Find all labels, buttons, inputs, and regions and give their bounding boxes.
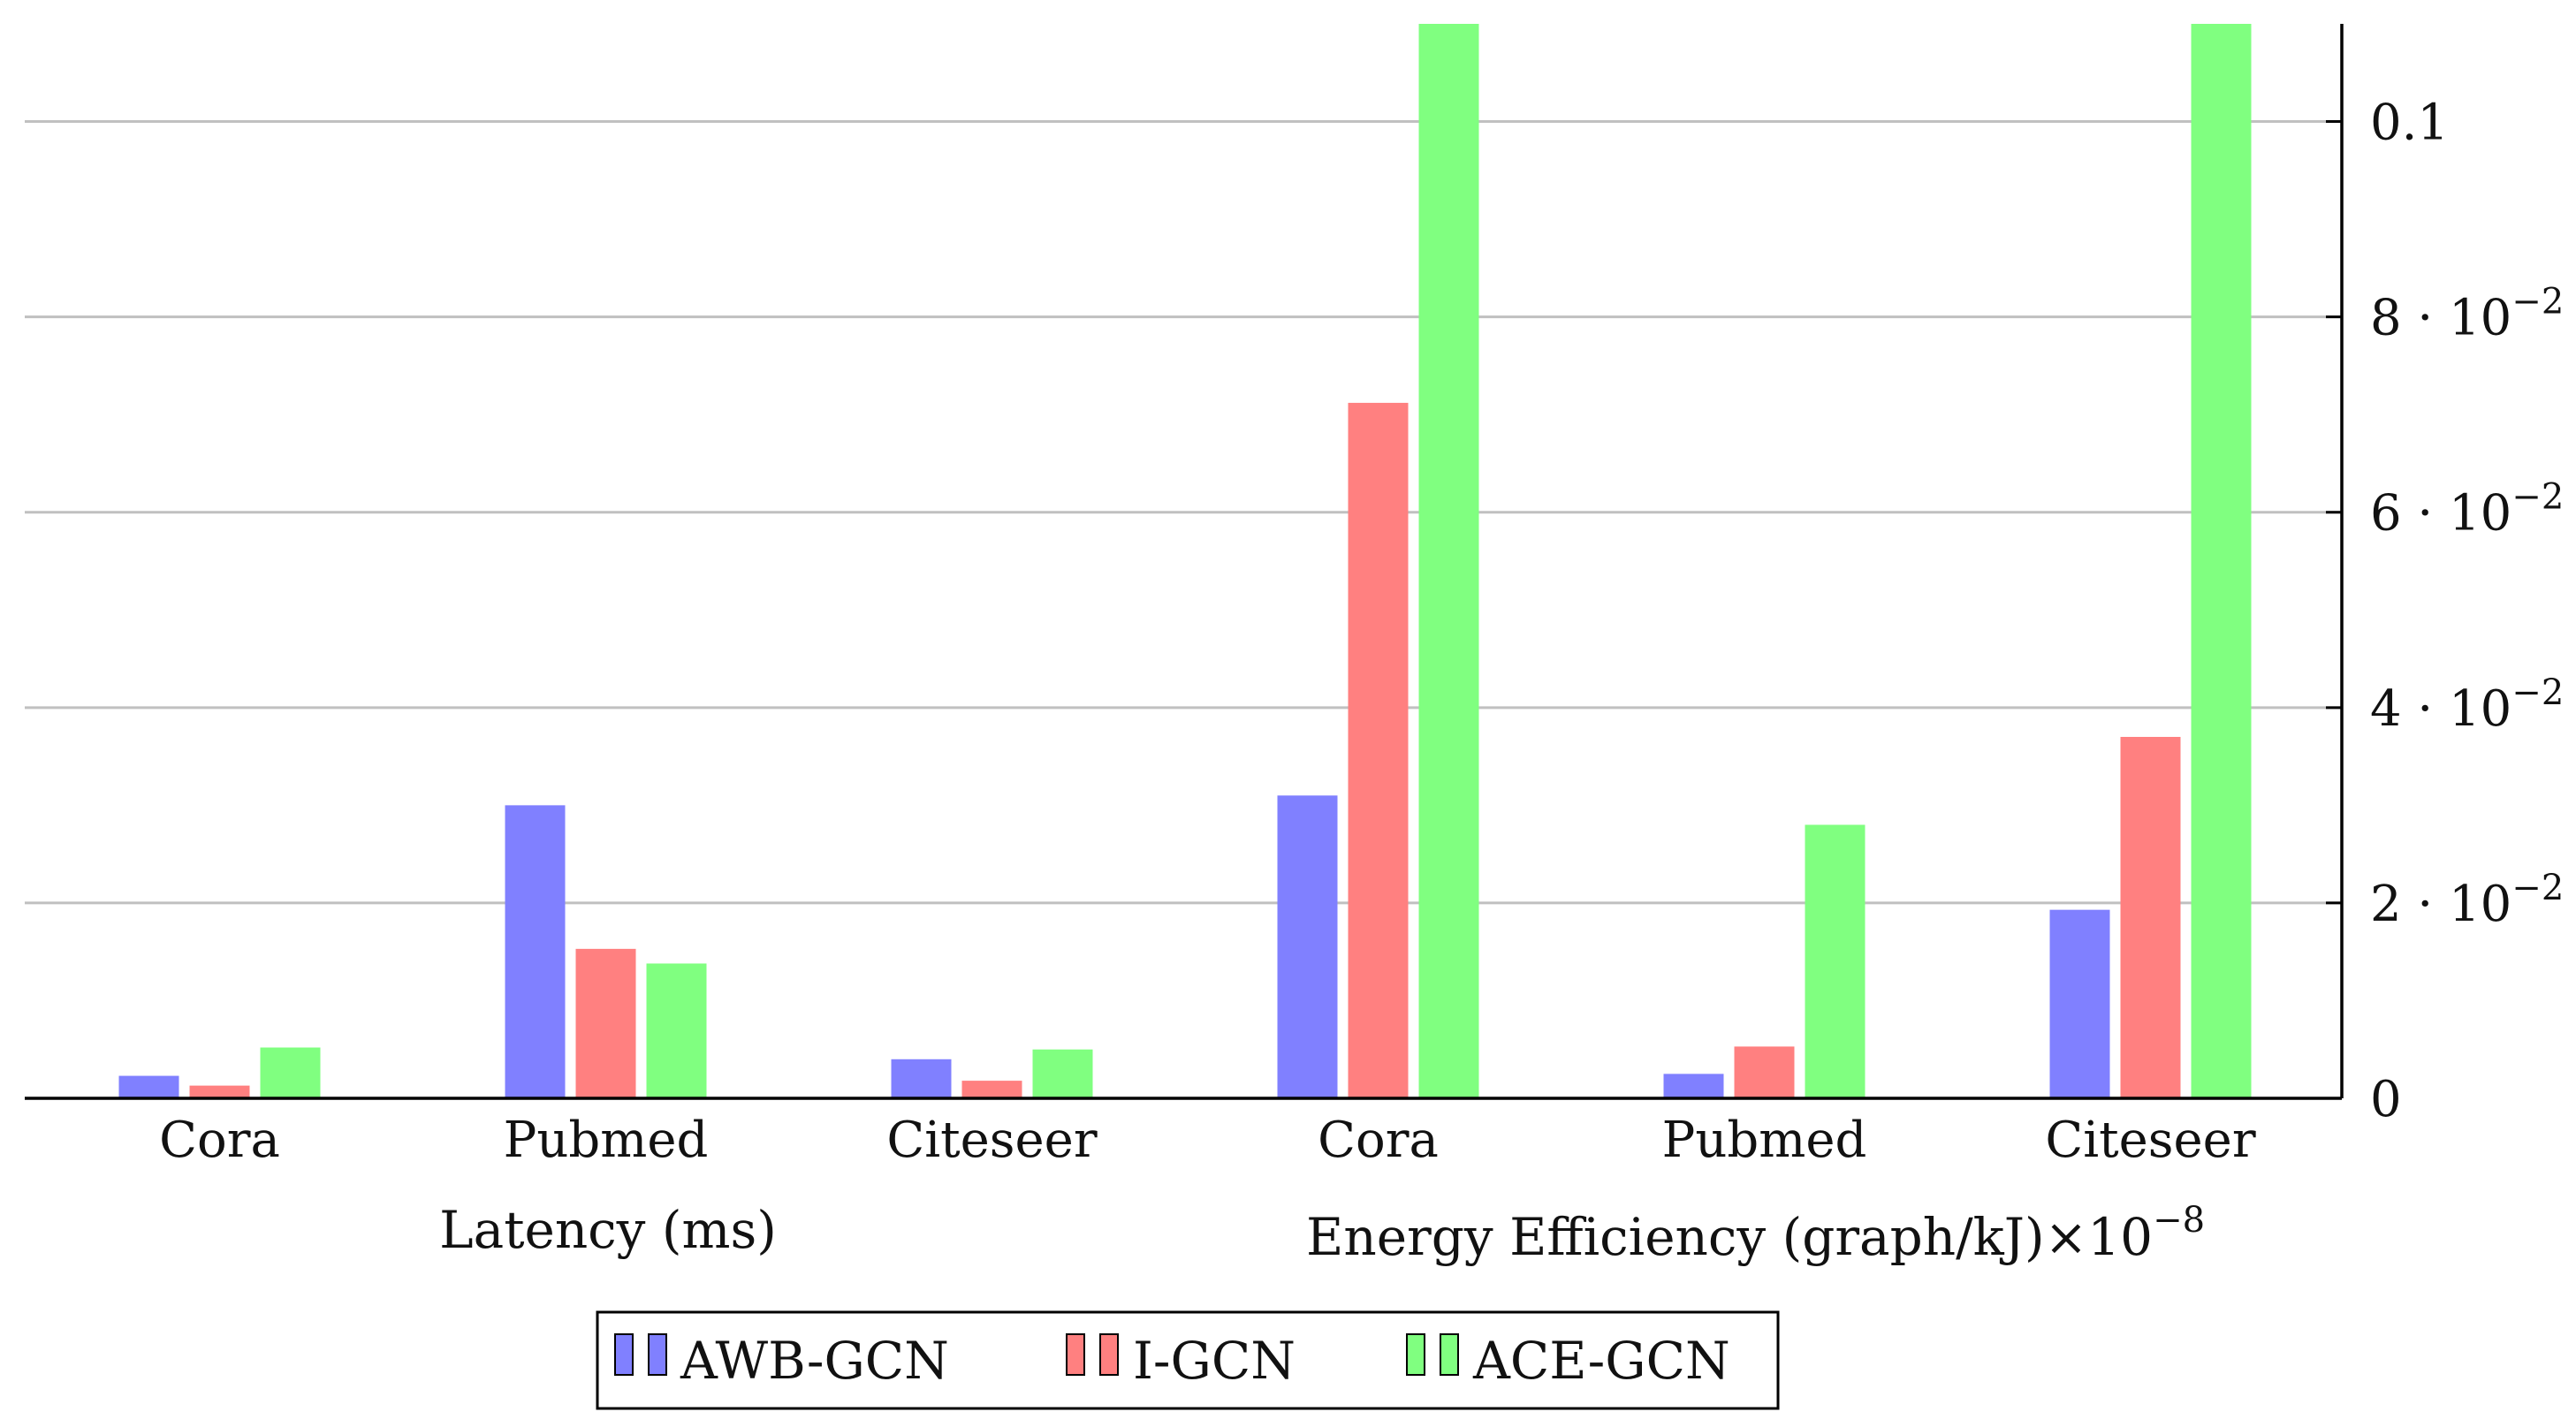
y-tick-label-base: 0 bbox=[2370, 1071, 2402, 1128]
x-tick-label: Cora bbox=[159, 1112, 280, 1169]
bar-awb-gcn-cora bbox=[118, 1075, 179, 1098]
legend-box bbox=[596, 1310, 1780, 1410]
bar-i-gcn-citeseer bbox=[961, 1081, 1022, 1098]
energy-efficiency-axis-label: Energy Efficiency (graph/kJ)×10−8 bbox=[1306, 1200, 2205, 1267]
bar-i-gcn-cora bbox=[1348, 402, 1409, 1098]
legend-swatch-awb-gcn bbox=[614, 1333, 634, 1376]
bar-ace-gcn-cora bbox=[260, 1047, 321, 1098]
x-tick-label: Citeseer bbox=[2045, 1112, 2255, 1169]
bar-awb-gcn-cora bbox=[1277, 795, 1338, 1098]
bar-awb-gcn-pubmed bbox=[1663, 1074, 1724, 1098]
x-tick-label: Pubmed bbox=[1662, 1112, 1867, 1169]
axes bbox=[25, 24, 2344, 1100]
energy-efficiency-axis-label-text: Energy Efficiency (graph/kJ)×10 bbox=[1306, 1207, 2153, 1267]
y-tick-label-base: 0.1 bbox=[2370, 95, 2449, 152]
x-tick-labels: Cora Pubmed Citeseer Cora Pubmed Citeseer bbox=[159, 1112, 2256, 1169]
energy-efficiency-axis-label-exponent: −8 bbox=[2153, 1200, 2205, 1241]
y-tick-label: 0 bbox=[2370, 1071, 2402, 1128]
y-tick-label-base: 4 · 10 bbox=[2370, 680, 2511, 738]
bar-ace-gcn-pubmed bbox=[646, 963, 707, 1098]
legend-item-ace-gcn: ACE-GCN bbox=[1406, 1331, 1730, 1391]
legend-item-awb-gcn: AWB-GCN bbox=[614, 1331, 949, 1391]
x-tick-label: Pubmed bbox=[504, 1112, 709, 1169]
y-tick-label: 6 · 10−2 bbox=[2370, 477, 2564, 543]
bars bbox=[118, 24, 2252, 1098]
bar-ace-gcn-citeseer bbox=[2191, 24, 2252, 1098]
y-tick-labels: 02 · 10−24 · 10−26 · 10−28 · 10−20.1 bbox=[2370, 95, 2564, 1128]
x-tick-label: Citeseer bbox=[886, 1112, 1097, 1169]
y-tick-label-exponent: −2 bbox=[2511, 868, 2564, 908]
legend: AWB-GCN I-GCN ACE-GCN bbox=[596, 1310, 1780, 1410]
bar-i-gcn-cora bbox=[189, 1085, 250, 1098]
bar-awb-gcn-pubmed bbox=[505, 805, 566, 1098]
bar-i-gcn-pubmed bbox=[1734, 1046, 1795, 1098]
legend-label-i-gcn: I-GCN bbox=[1133, 1331, 1296, 1391]
latency-axis-label: Latency (ms) bbox=[439, 1200, 777, 1260]
bar-ace-gcn-citeseer bbox=[1032, 1049, 1093, 1098]
y-tick-label-base: 8 · 10 bbox=[2370, 290, 2511, 347]
legend-swatch-i-gcn bbox=[1066, 1333, 1085, 1376]
bar-i-gcn-citeseer bbox=[2120, 736, 2181, 1098]
bar-awb-gcn-citeseer bbox=[891, 1059, 952, 1098]
bar-ace-gcn-pubmed bbox=[1805, 824, 1866, 1098]
legend-swatch-awb-gcn-2 bbox=[648, 1333, 667, 1376]
legend-swatch-ace-gcn bbox=[1406, 1333, 1425, 1376]
y-tick-label-exponent: −2 bbox=[2511, 477, 2564, 518]
y-tick-label-base: 2 · 10 bbox=[2370, 876, 2511, 933]
legend-swatch-i-gcn-2 bbox=[1099, 1333, 1119, 1376]
y-tick-label: 8 · 10−2 bbox=[2370, 282, 2564, 347]
legend-label-awb-gcn: AWB-GCN bbox=[680, 1331, 949, 1391]
y-tick-label-exponent: −2 bbox=[2511, 282, 2564, 323]
y-tick-label: 4 · 10−2 bbox=[2370, 672, 2564, 738]
bar-ace-gcn-cora bbox=[1418, 24, 1479, 1098]
y-tick-label-exponent: −2 bbox=[2511, 672, 2564, 713]
y-tick-label: 0.1 bbox=[2370, 95, 2449, 152]
bar-awb-gcn-citeseer bbox=[2049, 909, 2110, 1098]
legend-swatch-ace-gcn-2 bbox=[1440, 1333, 1459, 1376]
x-tick-label: Cora bbox=[1318, 1112, 1439, 1169]
gridlines bbox=[25, 120, 2342, 905]
bar-i-gcn-pubmed bbox=[575, 948, 636, 1098]
legend-label-ace-gcn: ACE-GCN bbox=[1472, 1331, 1730, 1391]
y-tick-label-base: 6 · 10 bbox=[2370, 485, 2511, 543]
y-tick-label: 2 · 10−2 bbox=[2370, 868, 2564, 933]
legend-item-i-gcn: I-GCN bbox=[1066, 1331, 1296, 1391]
